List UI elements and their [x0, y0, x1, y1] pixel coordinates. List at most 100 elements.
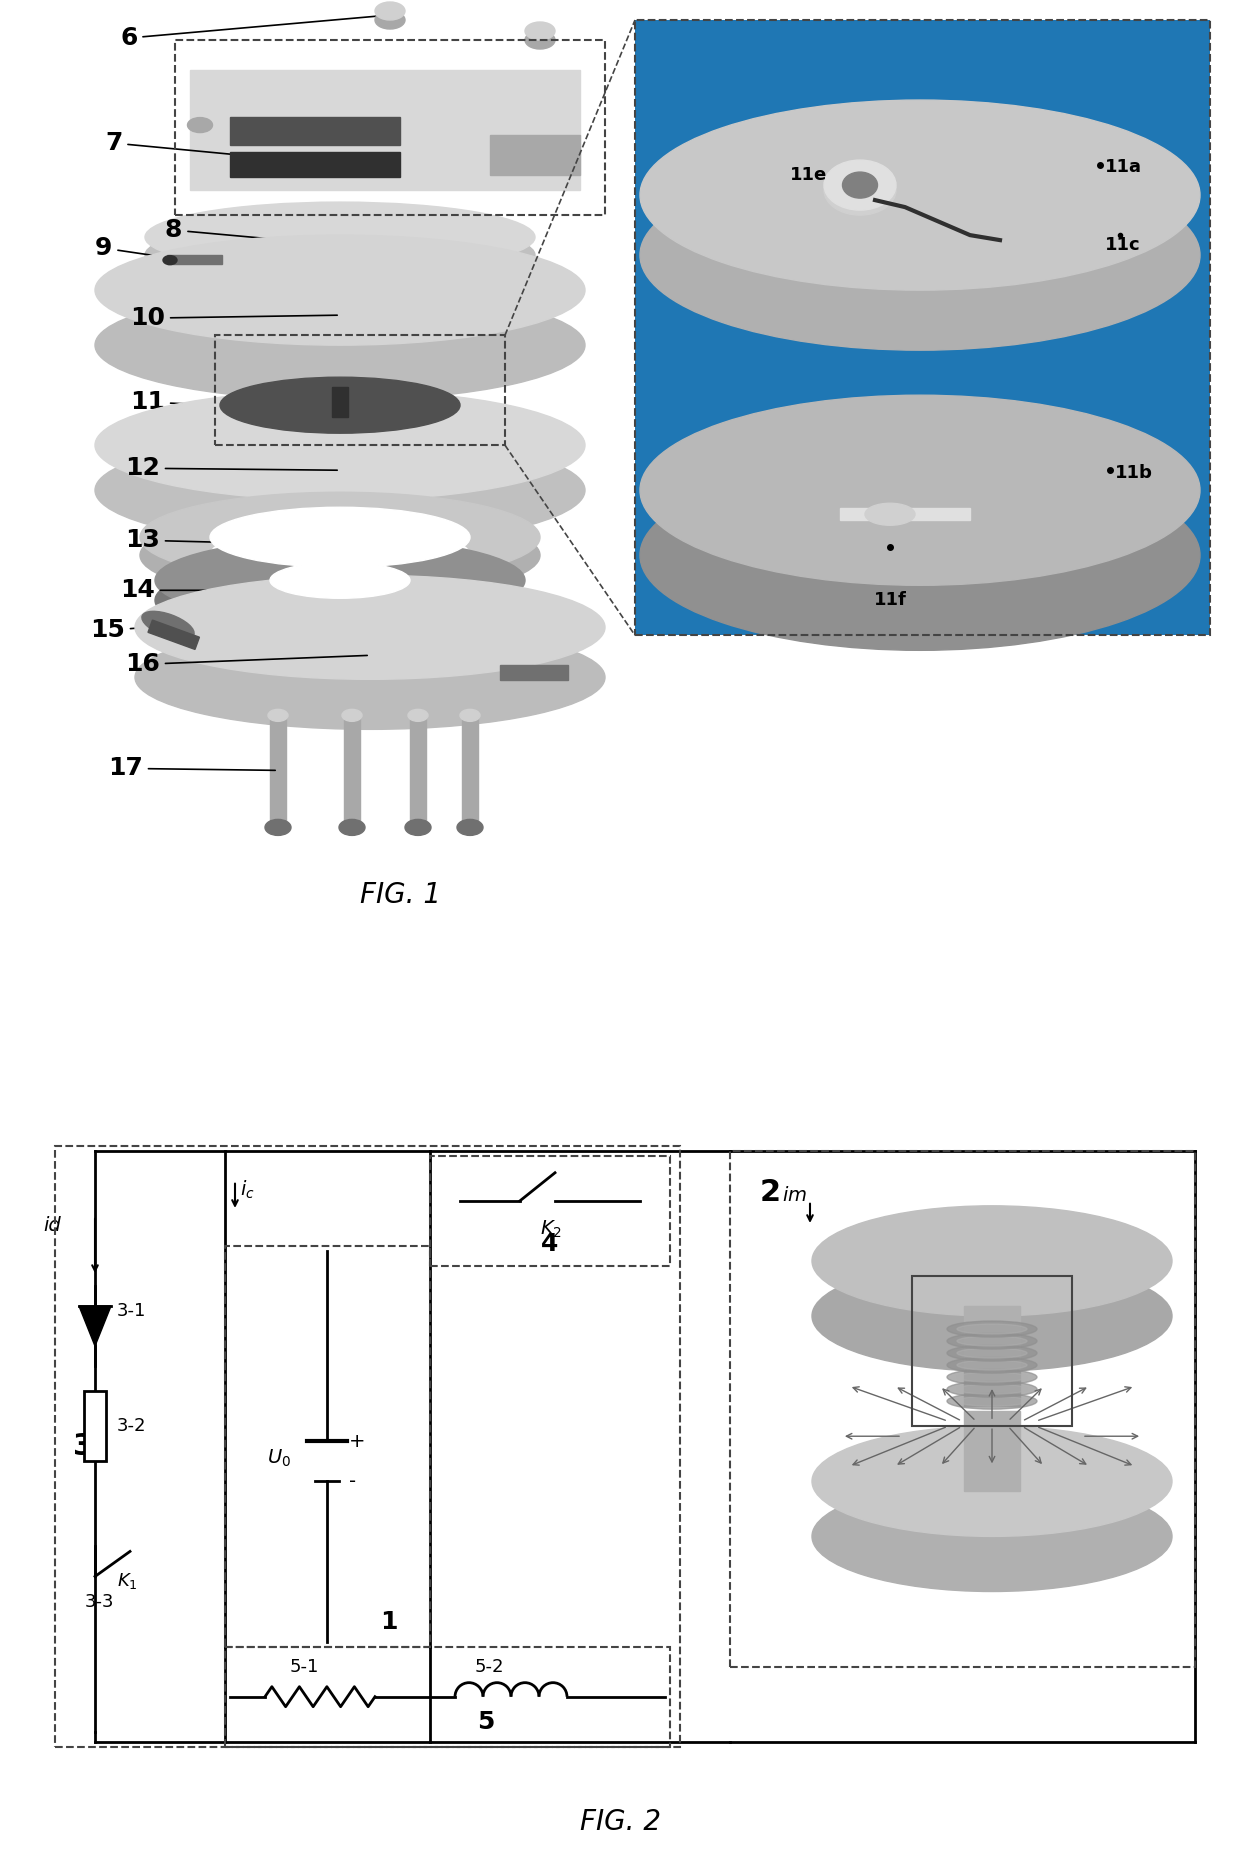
Ellipse shape: [825, 161, 897, 211]
Text: 10: 10: [130, 306, 337, 330]
Ellipse shape: [145, 220, 534, 289]
Ellipse shape: [155, 538, 525, 622]
Bar: [490, 134, 580, 175]
Ellipse shape: [95, 235, 585, 345]
Ellipse shape: [640, 396, 1200, 584]
Text: +: +: [348, 1432, 366, 1451]
Text: 11f: 11f: [873, 592, 906, 609]
Ellipse shape: [640, 161, 1200, 351]
Text: 14: 14: [120, 579, 337, 603]
Ellipse shape: [947, 1369, 1037, 1385]
Ellipse shape: [219, 407, 460, 463]
Ellipse shape: [408, 709, 428, 721]
Bar: [730, 1150, 1195, 1667]
Bar: [229, 119, 401, 177]
Bar: [500, 665, 568, 680]
Ellipse shape: [957, 1337, 1027, 1346]
Text: $K_1$: $K_1$: [117, 1572, 138, 1591]
Ellipse shape: [140, 510, 539, 601]
Ellipse shape: [268, 709, 288, 721]
Ellipse shape: [640, 101, 1200, 289]
Text: 3-3: 3-3: [86, 1593, 114, 1611]
Ellipse shape: [187, 118, 212, 133]
Text: 5-1: 5-1: [290, 1658, 320, 1677]
Text: 17: 17: [108, 756, 275, 780]
Ellipse shape: [957, 1383, 1027, 1395]
Ellipse shape: [825, 164, 897, 215]
Ellipse shape: [947, 1393, 1037, 1410]
Text: 2: 2: [760, 1178, 781, 1206]
Text: 11e: 11e: [790, 166, 827, 185]
Ellipse shape: [947, 1322, 1037, 1337]
Text: 16: 16: [125, 652, 367, 676]
Ellipse shape: [210, 508, 470, 568]
Ellipse shape: [210, 525, 470, 584]
Text: $im$: $im$: [782, 1186, 807, 1204]
Ellipse shape: [812, 1481, 1172, 1591]
Text: 13: 13: [125, 528, 337, 553]
Ellipse shape: [374, 2, 405, 21]
Bar: [215, 336, 505, 444]
Ellipse shape: [957, 1348, 1027, 1357]
Ellipse shape: [155, 558, 525, 642]
Text: 4: 4: [542, 1232, 559, 1256]
Text: 3-2: 3-2: [117, 1417, 146, 1436]
Bar: [229, 151, 401, 177]
Text: $U_0$: $U_0$: [267, 1447, 291, 1469]
Text: 3: 3: [73, 1432, 94, 1460]
Text: 11c: 11c: [1105, 235, 1141, 254]
Bar: [430, 1156, 670, 1266]
Text: 11a: 11a: [1105, 159, 1142, 175]
Ellipse shape: [140, 493, 539, 583]
Bar: [410, 715, 427, 825]
Ellipse shape: [95, 435, 585, 545]
Bar: [270, 715, 286, 825]
Ellipse shape: [162, 256, 177, 265]
Ellipse shape: [957, 1359, 1027, 1370]
Text: 9: 9: [95, 235, 182, 260]
Ellipse shape: [141, 611, 195, 639]
Text: 7: 7: [105, 131, 237, 155]
Text: 5-2: 5-2: [475, 1658, 505, 1677]
Bar: [175, 39, 605, 215]
Text: FIG. 2: FIG. 2: [579, 1807, 661, 1835]
Ellipse shape: [812, 1260, 1172, 1370]
Bar: [224, 1245, 430, 1647]
Bar: [635, 21, 1210, 635]
Ellipse shape: [947, 1382, 1037, 1397]
Bar: [911, 1275, 1073, 1426]
Ellipse shape: [145, 202, 534, 273]
Text: $i_c$: $i_c$: [241, 1178, 254, 1200]
Bar: [963, 1411, 1021, 1492]
Bar: [224, 1647, 670, 1748]
Bar: [190, 71, 580, 190]
Text: -: -: [348, 1471, 356, 1492]
Ellipse shape: [460, 709, 480, 721]
Bar: [84, 1391, 105, 1462]
Ellipse shape: [812, 1206, 1172, 1316]
Ellipse shape: [640, 461, 1200, 650]
Bar: [963, 1307, 1021, 1406]
Polygon shape: [79, 1307, 112, 1346]
Ellipse shape: [957, 1397, 1027, 1406]
Ellipse shape: [947, 1357, 1037, 1372]
Ellipse shape: [525, 22, 556, 39]
Text: 15: 15: [91, 618, 172, 642]
Ellipse shape: [525, 32, 556, 49]
Ellipse shape: [219, 377, 460, 433]
Ellipse shape: [957, 1324, 1027, 1335]
Ellipse shape: [270, 562, 410, 597]
Ellipse shape: [812, 1426, 1172, 1537]
Text: id: id: [43, 1215, 61, 1236]
Ellipse shape: [339, 820, 365, 835]
Ellipse shape: [374, 11, 405, 30]
Ellipse shape: [947, 1333, 1037, 1350]
Ellipse shape: [95, 390, 585, 500]
Text: 11b: 11b: [1115, 465, 1153, 482]
Text: $K_2$: $K_2$: [539, 1217, 562, 1240]
Bar: [635, 21, 1210, 635]
Text: 5: 5: [477, 1710, 495, 1734]
Bar: [229, 118, 401, 146]
Ellipse shape: [270, 583, 410, 618]
Ellipse shape: [135, 625, 605, 730]
